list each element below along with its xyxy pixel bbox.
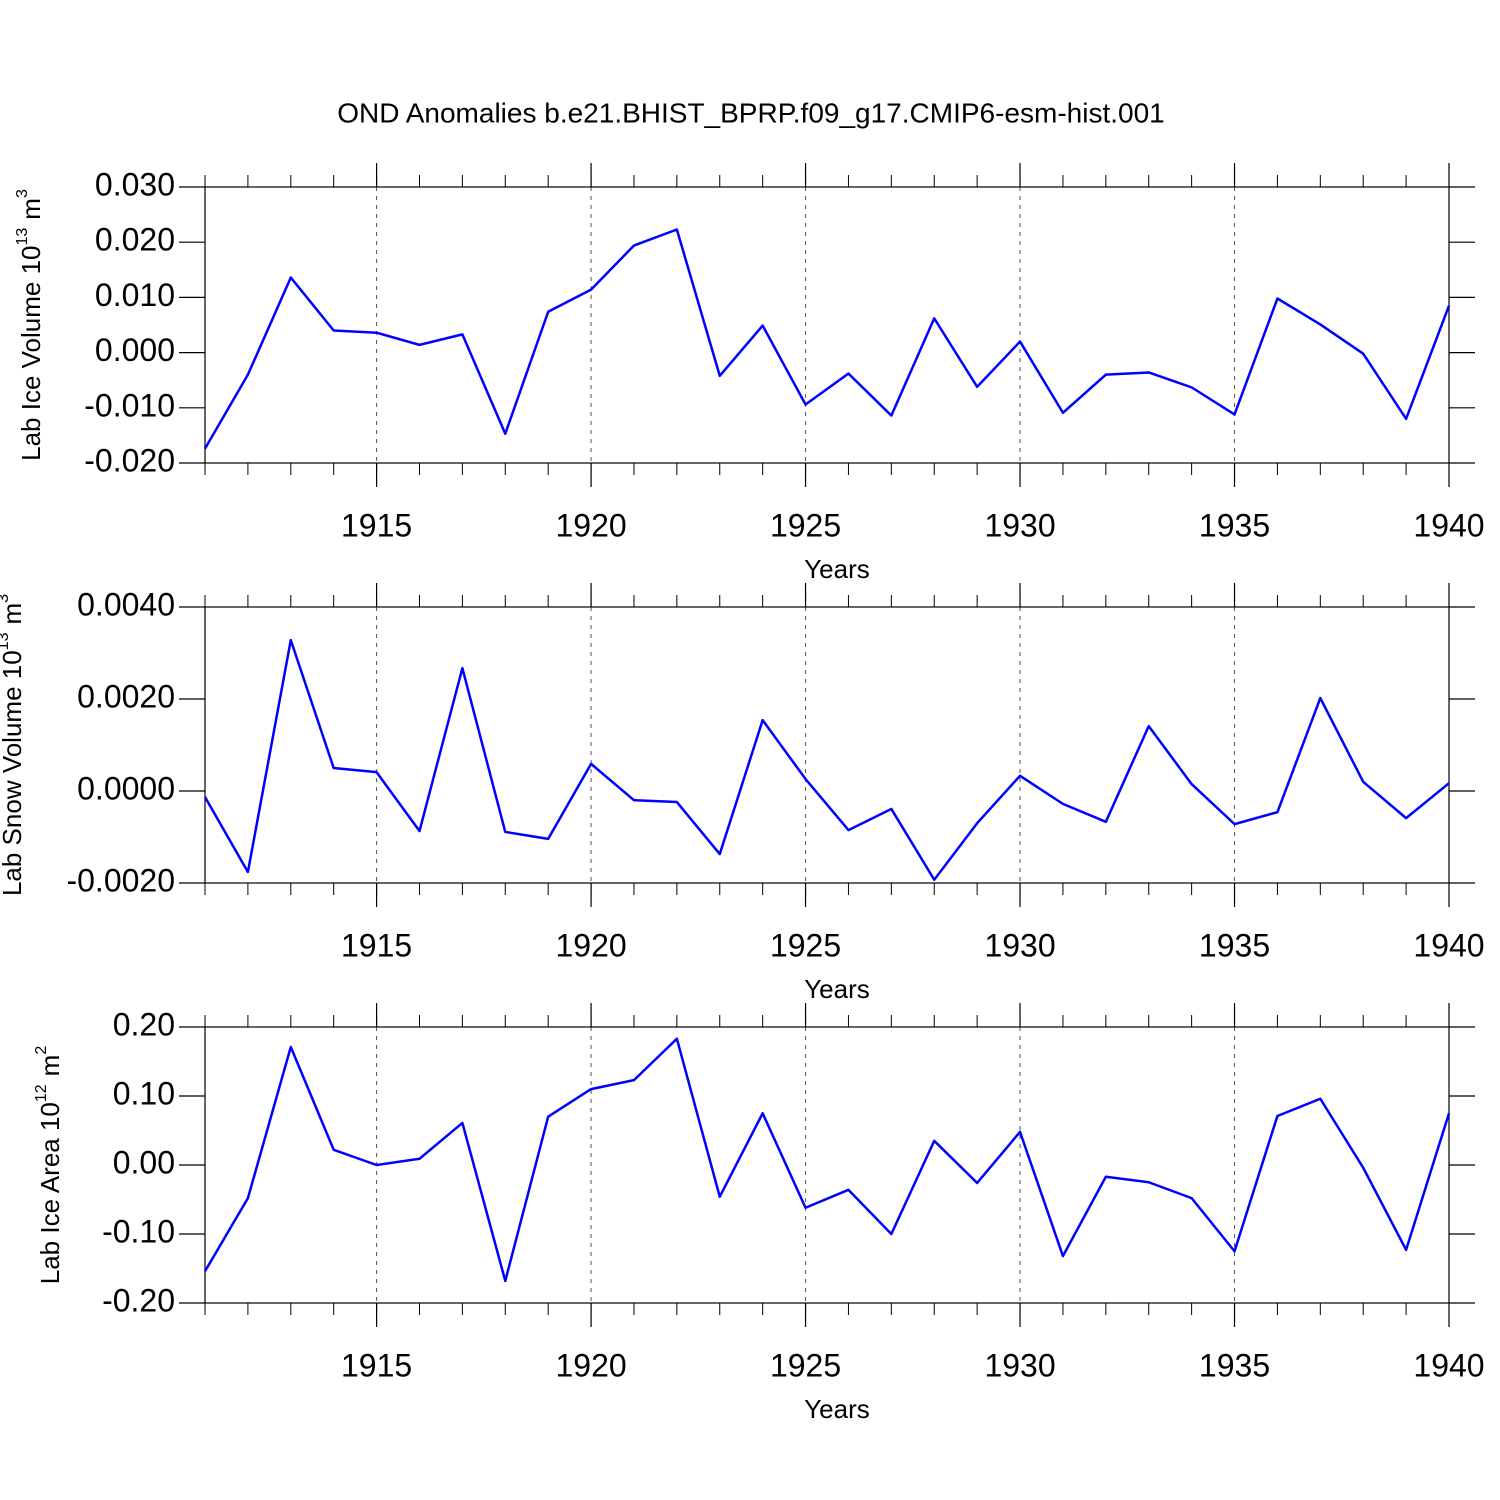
x-tick-label: 1920 xyxy=(555,507,626,543)
y-label-text: Lab Ice Area 10 xyxy=(35,1102,65,1284)
y-tick-label: 0.20 xyxy=(113,1006,175,1042)
x-tick-label: 1920 xyxy=(555,927,626,963)
x-tick-label: 1940 xyxy=(1413,507,1484,543)
data-line xyxy=(203,1037,1451,1283)
y-label-unit-power: 2 xyxy=(33,1046,50,1055)
plot-frame xyxy=(204,186,1450,464)
x-axis-label: Years xyxy=(804,1394,870,1424)
x-tick-label: 1925 xyxy=(770,1347,841,1383)
x-tick-label: 1920 xyxy=(555,1347,626,1383)
y-tick-label: 0.010 xyxy=(95,277,175,313)
y-label-power: 13 xyxy=(0,632,12,650)
data-line xyxy=(203,638,1450,882)
y-axis-label: Lab Ice Area 1012 m2 xyxy=(33,1046,65,1285)
x-tick-label: 1935 xyxy=(1199,507,1270,543)
x-tick-label: 1930 xyxy=(984,1347,1055,1383)
y-label-unit-power: 3 xyxy=(0,594,12,603)
y-axis-label: Lab Snow Volume 1013 m3 xyxy=(0,594,27,896)
y-label-unit: m xyxy=(35,1055,65,1077)
y-tick-label: -0.0020 xyxy=(66,862,175,898)
x-tick-label: 1915 xyxy=(341,1347,412,1383)
y-tick-label: 0.020 xyxy=(95,222,175,258)
y-tick-label: -0.020 xyxy=(84,442,175,478)
x-tick-label: 1940 xyxy=(1413,927,1484,963)
x-tick-label: 1925 xyxy=(770,927,841,963)
y-label-text: Lab Snow Volume 10 xyxy=(0,650,27,896)
y-tick-label: -0.010 xyxy=(84,387,175,423)
y-tick-label: 0.0040 xyxy=(77,586,175,622)
x-tick-label: 1940 xyxy=(1413,1347,1484,1383)
x-tick-label: 1930 xyxy=(984,927,1055,963)
x-tick-label: 1935 xyxy=(1199,1347,1270,1383)
y-label-unit-power: 3 xyxy=(14,189,31,198)
y-tick-label: 0.0000 xyxy=(77,770,175,806)
x-tick-label: 1925 xyxy=(770,507,841,543)
y-axis-label: Lab Ice Volume 1013 m3 xyxy=(14,189,46,461)
x-tick-label: 1915 xyxy=(341,507,412,543)
y-tick-label: 0.000 xyxy=(95,332,175,368)
y-label-text: Lab Ice Volume 10 xyxy=(16,245,46,460)
x-tick-label: 1935 xyxy=(1199,927,1270,963)
y-label-power: 13 xyxy=(14,228,31,246)
chart-title: OND Anomalies b.e21.BHIST_BPRP.f09_g17.C… xyxy=(337,97,1164,128)
plot-frame xyxy=(204,606,1450,884)
y-tick-label: -0.10 xyxy=(102,1213,175,1249)
y-label-power: 12 xyxy=(33,1084,50,1102)
y-tick-label: 0.00 xyxy=(113,1144,175,1180)
x-tick-label: 1915 xyxy=(341,927,412,963)
y-tick-label: 0.10 xyxy=(113,1075,175,1111)
y-label-unit: m xyxy=(16,198,46,220)
x-axis-label: Years xyxy=(804,554,870,584)
y-tick-label: 0.030 xyxy=(95,166,175,202)
y-tick-label: 0.0020 xyxy=(77,678,175,714)
x-axis-label: Years xyxy=(804,974,870,1004)
y-tick-label: -0.20 xyxy=(102,1282,175,1318)
y-label-unit: m xyxy=(0,603,27,625)
x-tick-label: 1930 xyxy=(984,507,1055,543)
data-line xyxy=(203,228,1451,450)
